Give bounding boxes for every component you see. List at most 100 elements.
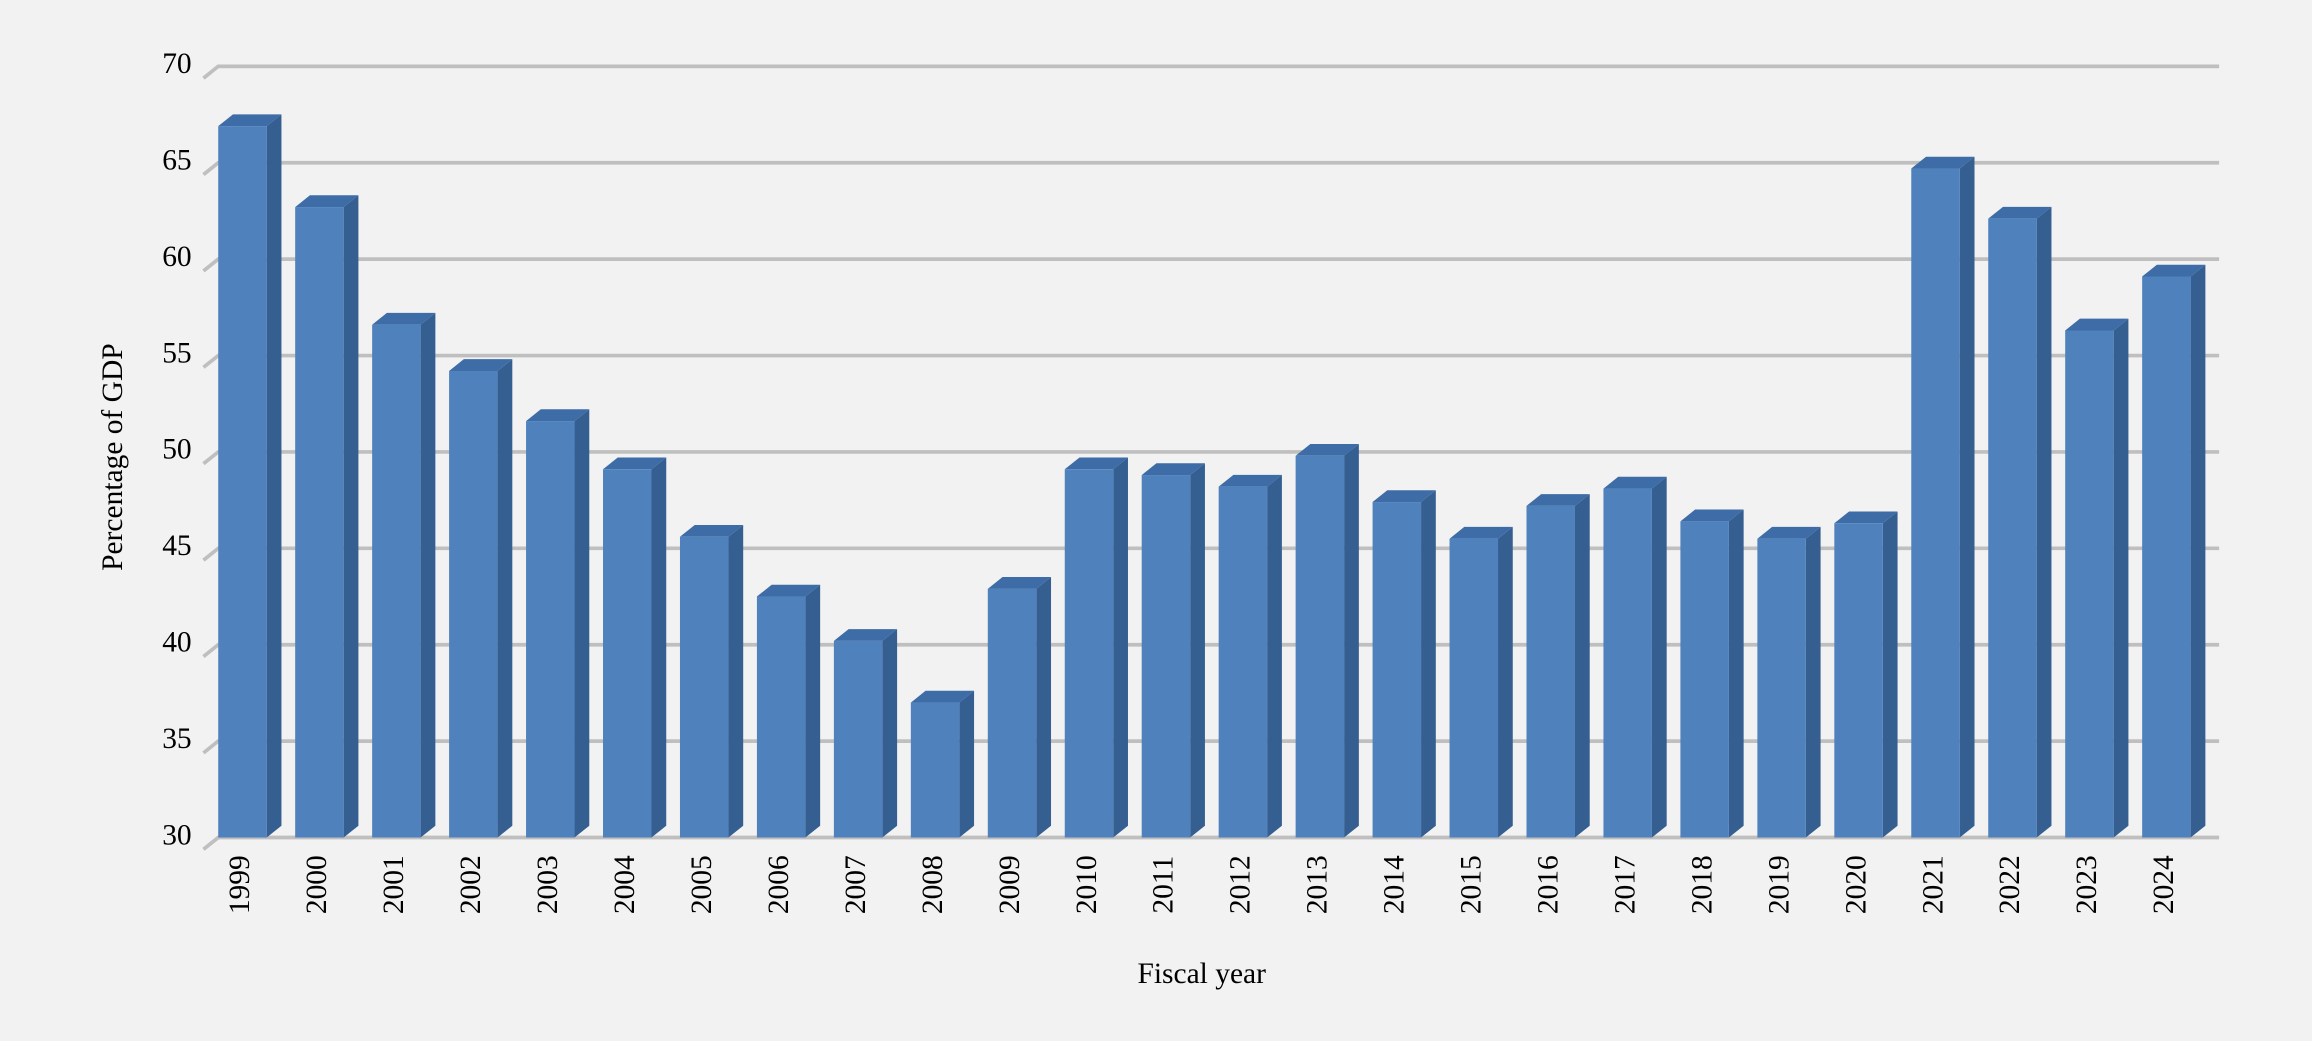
bar-top: [1834, 511, 1898, 524]
bar-side: [1113, 457, 1128, 838]
bar: [2065, 330, 2114, 838]
y-tick-label: 30: [162, 819, 191, 851]
x-tick-label: 2014: [1379, 855, 1411, 914]
bar-top: [679, 524, 744, 537]
x-tick-label: 2005: [686, 855, 718, 914]
y-tick-label: 40: [162, 626, 191, 658]
bar-top: [526, 409, 590, 422]
x-tick-label: 1999: [224, 855, 256, 914]
x-tick-label: 2007: [840, 855, 872, 914]
x-tick-label: 2002: [455, 855, 487, 914]
bar: [987, 588, 1037, 838]
x-tick-label: 2019: [1763, 855, 1795, 914]
bar-top: [1911, 156, 1975, 169]
y-axis-title: Percentage of GDP: [97, 343, 129, 571]
x-tick-label: 2016: [1533, 855, 1565, 914]
bar-top: [603, 457, 667, 470]
bar-side: [1267, 474, 1282, 838]
bar-top: [1988, 206, 2052, 219]
y-tick-label: 60: [162, 241, 191, 273]
bar: [1449, 538, 1499, 838]
x-tick-label: 2023: [2071, 855, 2103, 914]
bar-side: [2036, 206, 2052, 838]
bar-side: [1036, 577, 1052, 838]
bar-top: [1141, 463, 1205, 476]
bar-top: [1295, 443, 1359, 456]
bar: [1680, 521, 1729, 838]
bar-top: [295, 195, 359, 208]
bar: [833, 640, 883, 838]
x-tick-label: 2015: [1456, 855, 1488, 914]
bar: [295, 207, 344, 838]
bar-side: [1651, 476, 1667, 838]
bar-top: [1680, 509, 1744, 522]
bar-top: [449, 359, 513, 371]
bar: [1372, 502, 1422, 838]
bar: [1141, 475, 1191, 838]
x-tick-label: 2017: [1609, 855, 1641, 914]
bar-top: [1757, 526, 1821, 539]
bar: [1526, 505, 1575, 838]
bar-side: [1344, 443, 1359, 838]
x-tick-label: 2020: [1840, 855, 1872, 914]
bar-side: [2113, 318, 2129, 838]
bar-side: [805, 584, 821, 838]
bar-top: [987, 577, 1052, 589]
bar: [218, 126, 267, 838]
x-tick-label: 2008: [917, 855, 949, 914]
x-axis-title: Fiscal year: [1137, 958, 1266, 990]
bar: [756, 596, 806, 838]
bar-top: [2065, 318, 2129, 331]
bar-side: [1498, 526, 1513, 838]
bar-side: [266, 114, 282, 838]
bar: [1757, 538, 1806, 838]
y-tick-label: 50: [162, 434, 191, 466]
bar: [1295, 455, 1345, 838]
bar-top: [1064, 457, 1128, 470]
x-tick-label: 2018: [1686, 855, 1718, 914]
bar-side: [1728, 509, 1744, 838]
bar-top: [1218, 474, 1282, 487]
bar: [1603, 488, 1652, 838]
bar-side: [1882, 511, 1898, 838]
bar-top: [372, 312, 436, 325]
x-tick-label: 2000: [301, 855, 333, 914]
y-tick-label: 45: [162, 530, 191, 562]
x-tick-label: 2001: [378, 855, 410, 914]
bar-side: [651, 457, 667, 838]
bar-top: [1526, 494, 1590, 506]
bar-side: [1190, 463, 1205, 838]
bar-top: [1449, 526, 1513, 539]
bar-side: [1959, 156, 1975, 838]
x-tick-label: 2013: [1302, 855, 1334, 914]
x-tick-label: 2012: [1225, 855, 1257, 914]
bar-side: [1574, 494, 1590, 838]
x-tick-label: 2003: [532, 855, 564, 914]
bar-top: [756, 584, 821, 597]
x-tick-label: 2010: [1071, 855, 1103, 914]
bar: [1218, 486, 1268, 838]
bar: [910, 702, 960, 838]
y-tick-label: 55: [162, 337, 191, 369]
bar-top: [1372, 490, 1436, 503]
y-tick-label: 35: [162, 723, 191, 755]
bar-side: [882, 629, 898, 838]
bar: [679, 536, 729, 838]
x-tick-label: 2021: [1917, 855, 1949, 914]
bar: [1911, 168, 1960, 838]
bar-top: [218, 114, 282, 127]
y-tick-label: 65: [162, 145, 191, 177]
bar: [1988, 218, 2037, 838]
bar-top: [1603, 476, 1667, 489]
bar: [449, 370, 498, 838]
x-tick-label: 2004: [609, 855, 641, 914]
bar-side: [574, 409, 590, 838]
bar: [372, 324, 421, 838]
bar: [526, 421, 575, 838]
bar-side: [728, 524, 744, 838]
bar: [2142, 276, 2191, 838]
bar: [603, 469, 652, 838]
bar-side: [420, 312, 436, 838]
